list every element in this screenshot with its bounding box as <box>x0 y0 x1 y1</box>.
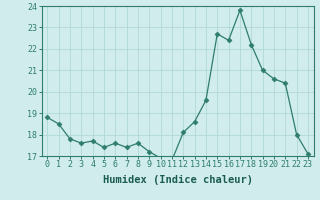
X-axis label: Humidex (Indice chaleur): Humidex (Indice chaleur) <box>103 175 252 185</box>
